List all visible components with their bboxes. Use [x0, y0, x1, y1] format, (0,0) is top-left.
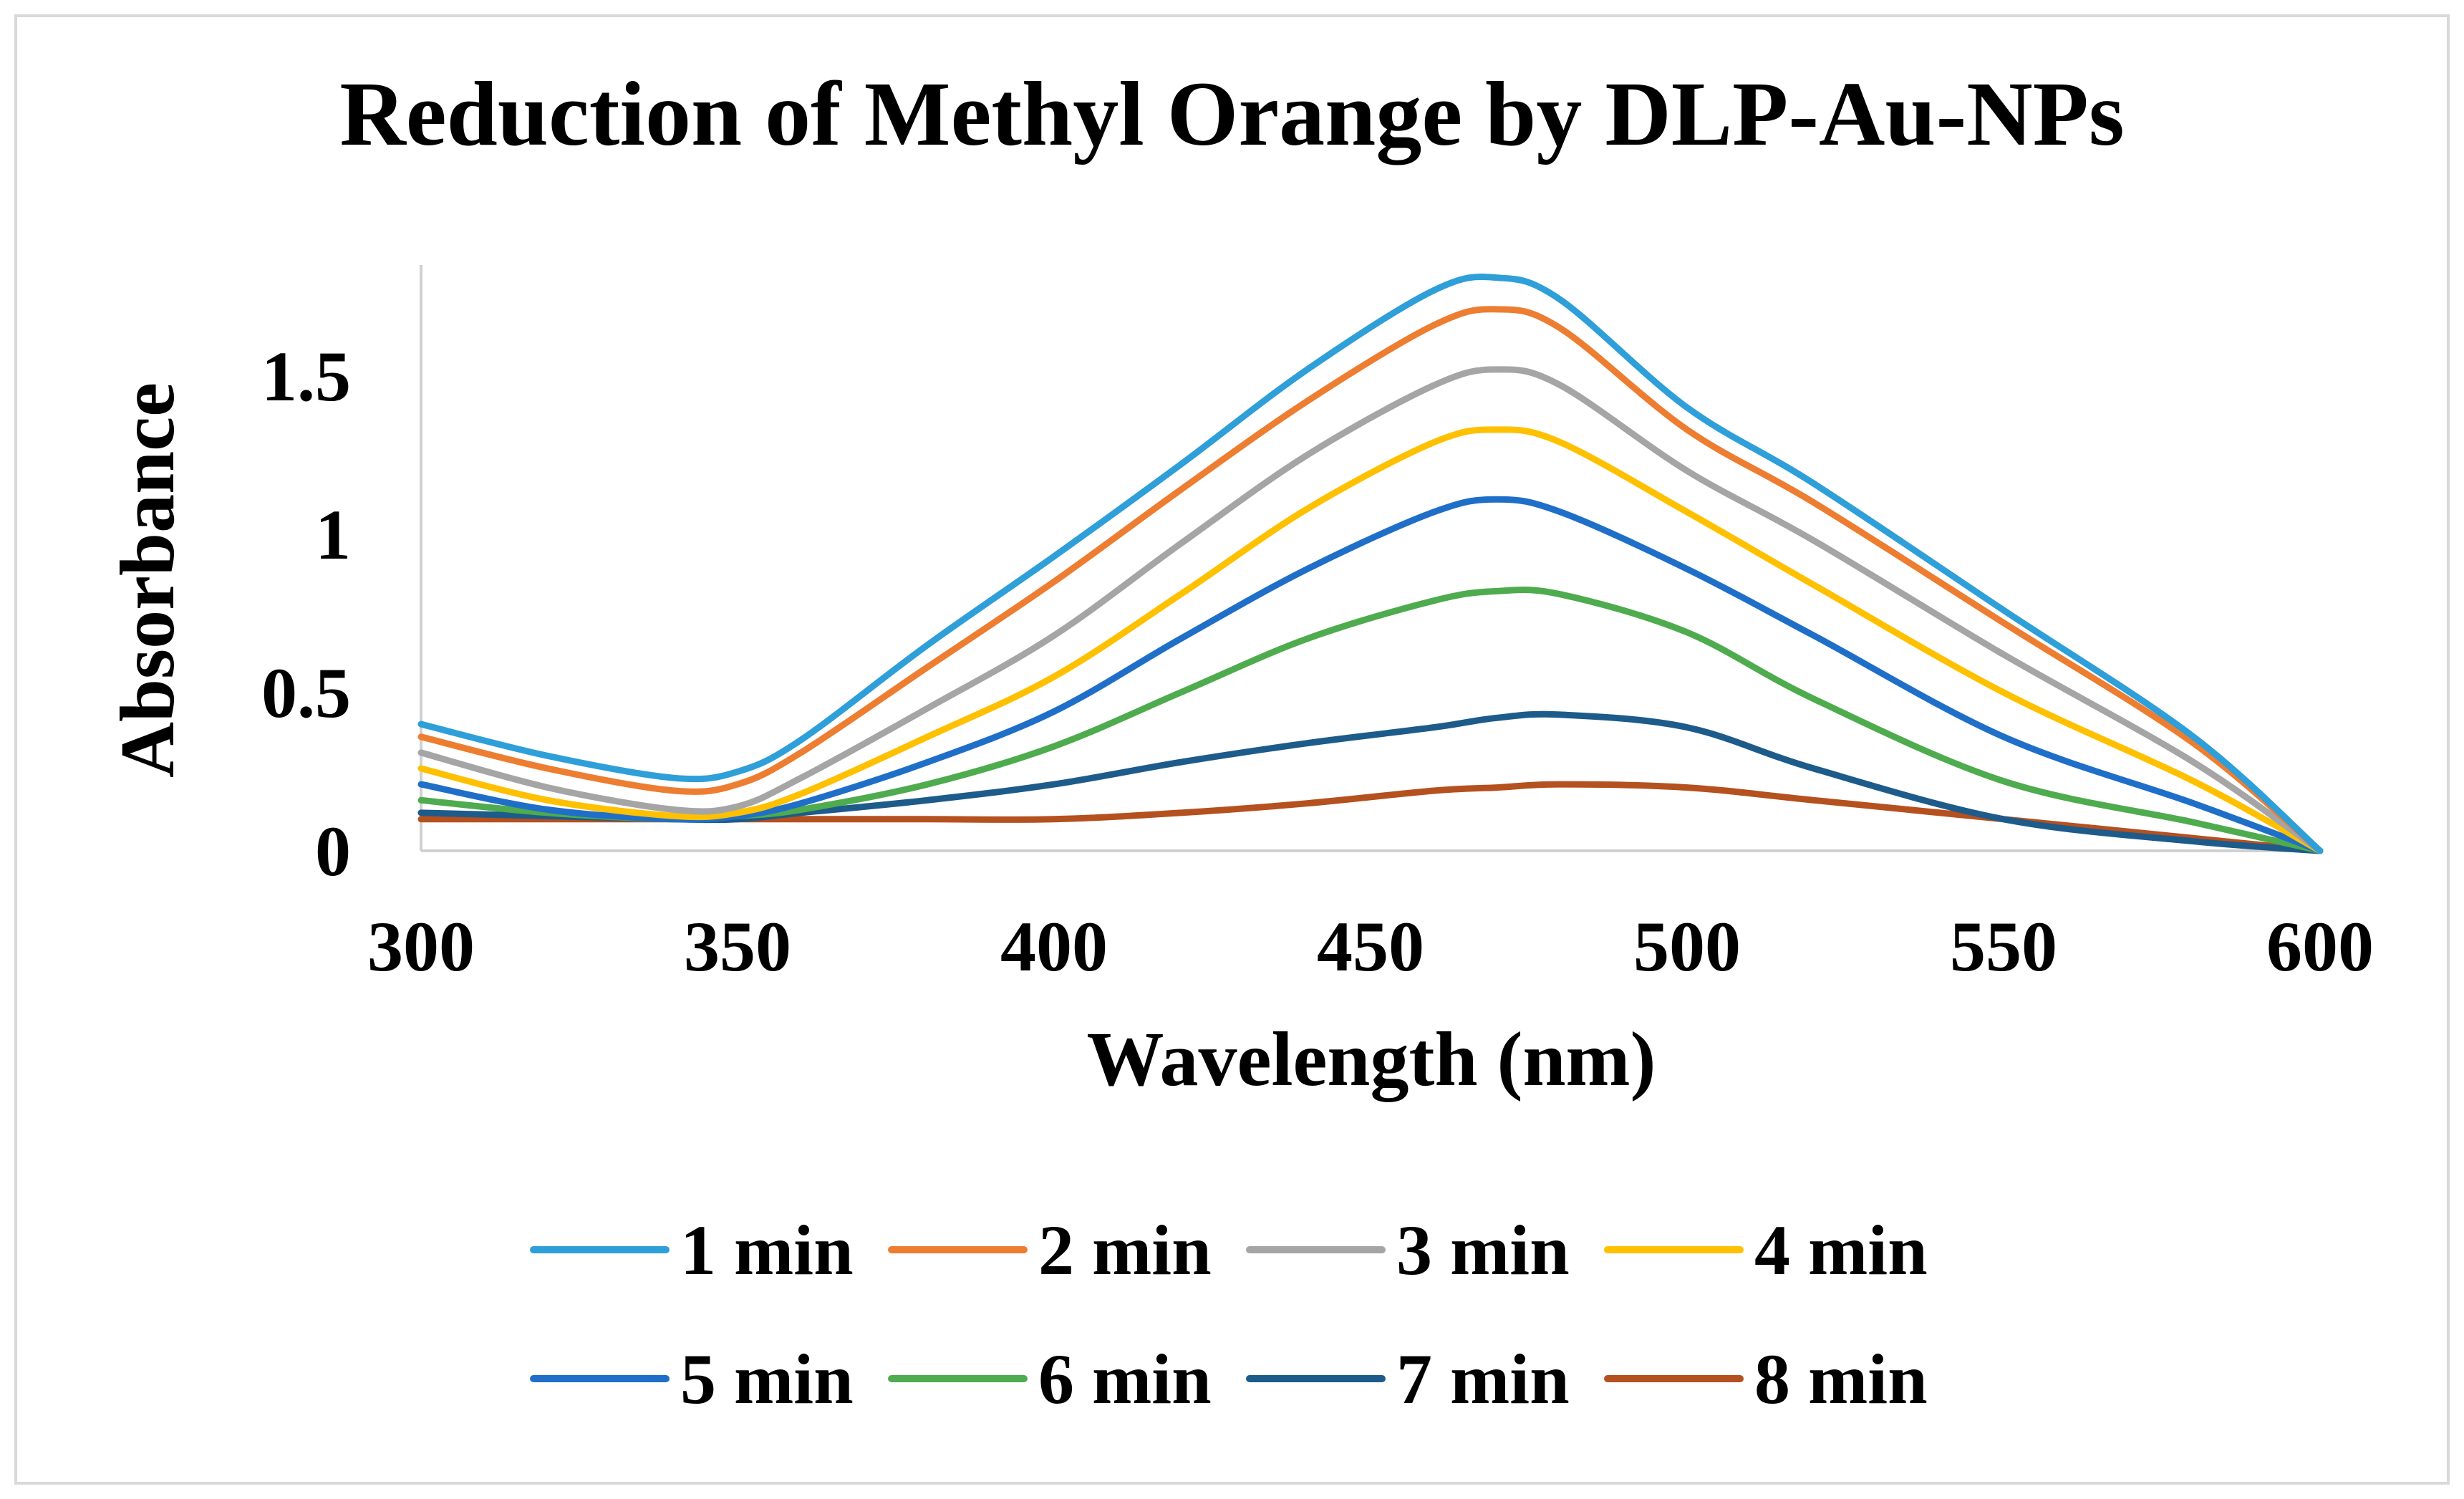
series-line-4-min — [417, 426, 2324, 854]
legend-label-8-min: 8 min — [1754, 1339, 1928, 1419]
x-tick-label-300: 300 — [367, 907, 475, 986]
y-tick-label-1: 1 — [315, 495, 351, 574]
legend-item-2-min: 2 min — [888, 1210, 1212, 1290]
x-tick-label-600: 600 — [2266, 907, 2374, 986]
legend-label-6-min: 6 min — [1038, 1339, 1212, 1419]
legend-label-1-min: 1 min — [680, 1210, 854, 1290]
x-tick-label-500: 500 — [1633, 907, 1741, 986]
series-line-3-min — [417, 366, 2324, 854]
x-tick-label-400: 400 — [1000, 907, 1108, 986]
legend-item-6-min: 6 min — [888, 1339, 1212, 1419]
legend-item-8-min: 8 min — [1604, 1339, 1928, 1419]
legend-item-1-min: 1 min — [530, 1210, 854, 1290]
axes: 0 0.5 1 1.5 300 350 400 450 500 550 600 — [261, 265, 2374, 986]
series-layer — [417, 274, 2324, 854]
legend-label-2-min: 2 min — [1038, 1210, 1212, 1290]
legend-label-7-min: 7 min — [1396, 1339, 1570, 1419]
x-axis-title: Wavelength (nm) — [1087, 1017, 1656, 1102]
y-tick-label-0: 0 — [315, 811, 351, 891]
legend-label-4-min: 4 min — [1754, 1210, 1928, 1290]
legend-label-5-min: 5 min — [680, 1339, 854, 1419]
series-line-7-min — [417, 710, 2324, 854]
x-tick-label-550: 550 — [1950, 907, 2057, 986]
legend-label-3-min: 3 min — [1396, 1210, 1570, 1290]
x-tick-label-450: 450 — [1317, 907, 1424, 986]
legend-item-5-min: 5 min — [530, 1339, 854, 1419]
chart-title: Reduction of Methyl Orange by DLP-Au-NPs — [339, 63, 2125, 165]
y-tick-label-0-5: 0.5 — [261, 653, 351, 733]
x-tick-label-350: 350 — [684, 907, 791, 986]
y-tick-label-1-5: 1.5 — [261, 337, 351, 416]
legend: 1 min 2 min 3 min 4 min 5 min 6 min 7 min 8 min — [530, 1210, 1928, 1419]
series-line-1-min — [417, 274, 2324, 854]
series-line-2-min — [417, 306, 2324, 854]
legend-item-3-min: 3 min — [1246, 1210, 1570, 1290]
y-axis-title: Absorbance — [105, 382, 190, 778]
legend-item-7-min: 7 min — [1246, 1339, 1570, 1419]
legend-item-4-min: 4 min — [1604, 1210, 1928, 1290]
